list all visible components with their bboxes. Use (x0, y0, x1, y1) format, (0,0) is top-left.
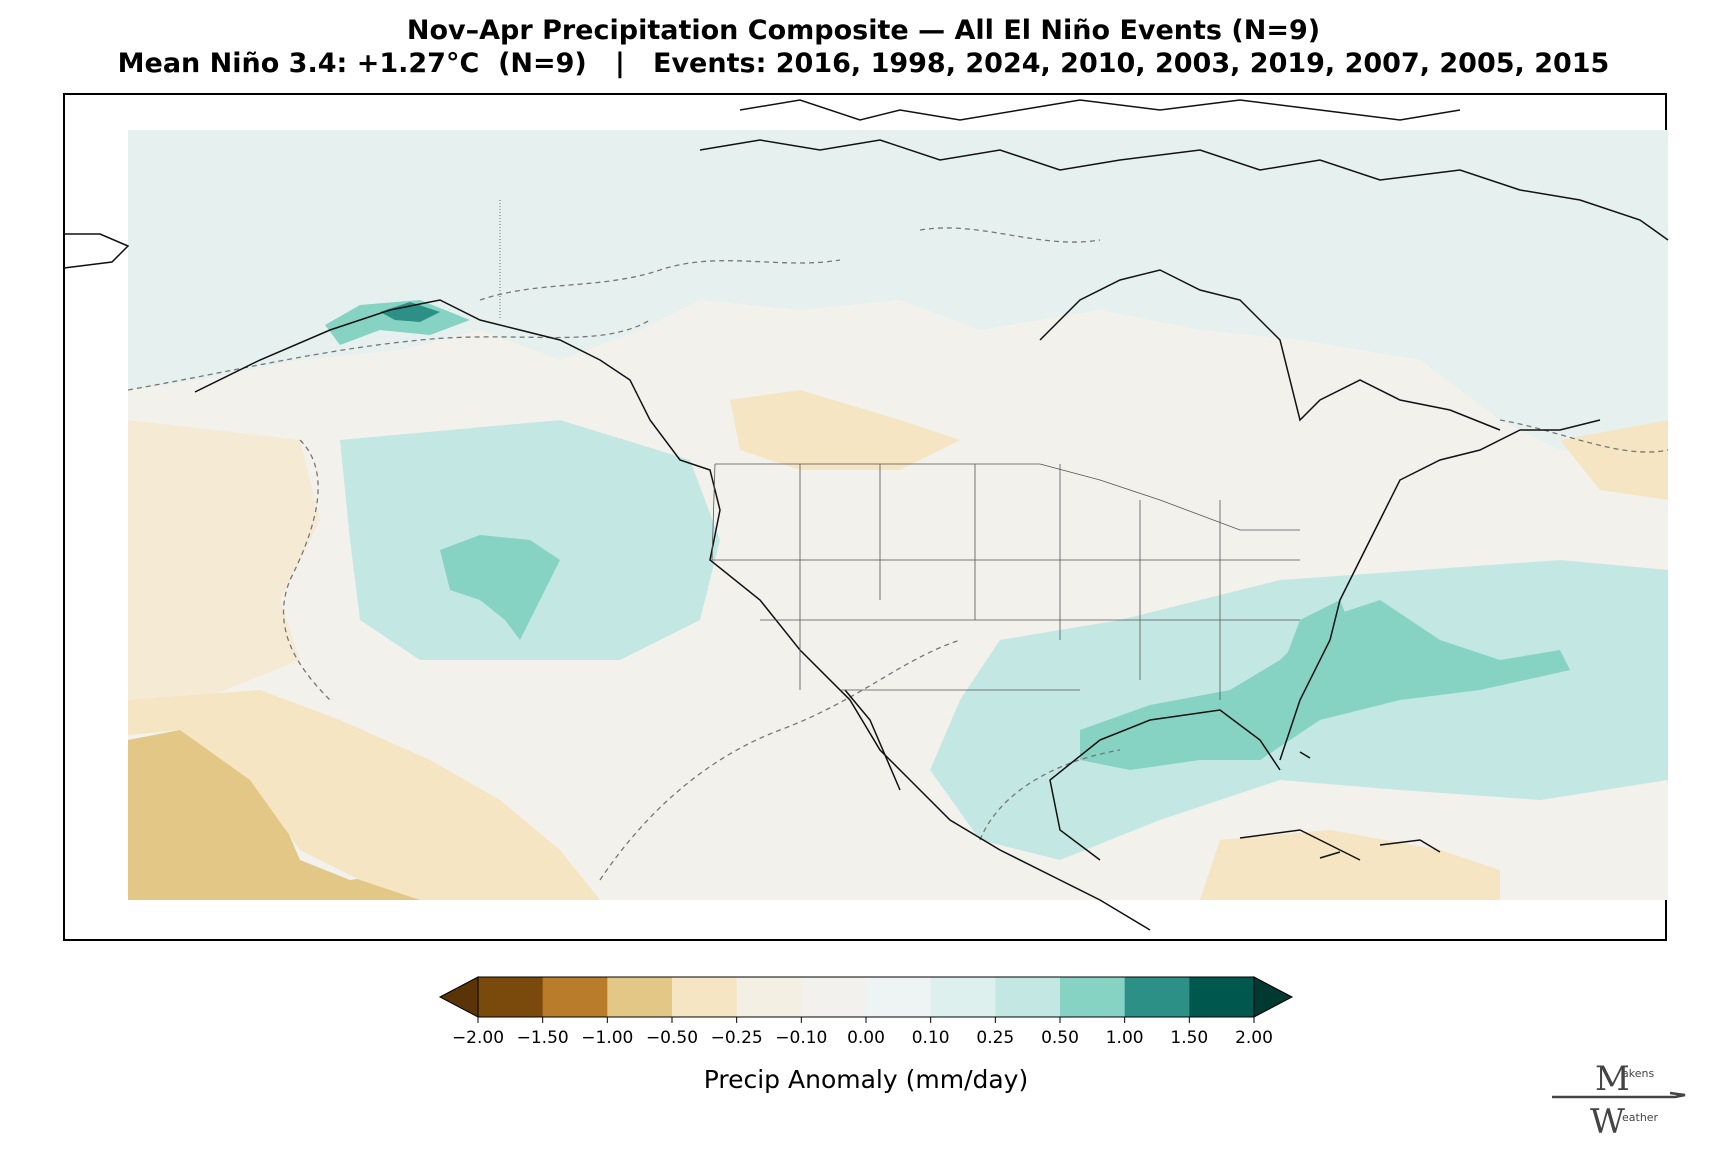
title-block: Nov–Apr Precipitation Composite — All El… (0, 14, 1727, 80)
anomaly-tan-canada (730, 390, 960, 470)
anomaly-tan-southwest (128, 730, 460, 900)
anomaly-tan-atlantic (1560, 420, 1668, 500)
colorbar-swatch (1189, 977, 1255, 1017)
map-subtitle: Mean Niño 3.4: +1.27°C (N=9) | Events: 2… (117, 48, 1610, 79)
colorbar-tick-label: 0.50 (1041, 1028, 1079, 1048)
colorbar-tick-label: 0.10 (912, 1028, 950, 1048)
coastlines (63, 99, 1669, 931)
colorbar-extend-low (438, 976, 479, 1018)
colorbar-swatch (672, 977, 738, 1017)
colorbar-swatch (995, 977, 1061, 1017)
anomaly-tan-west (128, 420, 320, 710)
colorbar-extend-high (1253, 976, 1294, 1018)
zero-contours (128, 227, 1668, 881)
colorbar-swatch (930, 977, 996, 1017)
anomaly-teal-southeast (1270, 600, 1360, 720)
colorbar-tick-label: 1.00 (1106, 1028, 1144, 1048)
colorbar-swatch (542, 977, 608, 1017)
colorbar-swatch (1124, 977, 1190, 1017)
state-borders (711, 463, 1300, 700)
colorbar-swatch (801, 977, 867, 1017)
anomaly-tan-caribbean (1200, 830, 1500, 900)
logo-swoosh (1552, 1091, 1686, 1099)
anomaly-light-teal-pacific (128, 130, 1668, 470)
colorbar-tick-label: −1.00 (581, 1028, 633, 1048)
colorbar-tick-label: 2.00 (1235, 1028, 1273, 1048)
colorbar-tick-label: 0.25 (976, 1028, 1014, 1048)
logo-m: M (1595, 1059, 1630, 1099)
colorbar-tick-label: −0.50 (646, 1028, 698, 1048)
colorbar-tick-label: −2.00 (452, 1028, 504, 1048)
logo-w: W (1590, 1102, 1625, 1135)
map-title: Nov–Apr Precipitation Composite — All El… (406, 15, 1321, 46)
logo-akens: akens (1622, 1067, 1654, 1080)
colorbar-swatch (607, 977, 673, 1017)
colorbar-swatch (478, 977, 544, 1017)
colorbar-swatch (1060, 977, 1126, 1017)
colorbar-swatch (736, 977, 802, 1017)
colorbar-tick-label: −1.50 (517, 1028, 569, 1048)
anomaly-tan-southwest-2 (128, 690, 600, 900)
colorbar-tick-label: 1.50 (1170, 1028, 1208, 1048)
colorbar-swatches (478, 977, 1255, 1017)
colorbar-tick-label: 0.00 (847, 1028, 885, 1048)
colorbar-tick-label: −0.10 (775, 1028, 827, 1048)
colorbar-swatch (866, 977, 932, 1017)
anomaly-teal-core-pacific (440, 535, 560, 640)
makens-weather-logo: M akens W eather (1552, 1059, 1686, 1135)
anomaly-teal-alaska-core (380, 302, 440, 322)
colorbar-ticks: −2.00 −1.50 −1.00 −0.50 −0.25 −0.10 0.00 0.10 0.… (452, 1017, 1273, 1048)
colorbar-label: Precip Anomaly (mm/day) (704, 1065, 1028, 1094)
logo-eather: eather (1622, 1111, 1659, 1124)
colorbar-tick-label: −0.25 (711, 1028, 763, 1048)
